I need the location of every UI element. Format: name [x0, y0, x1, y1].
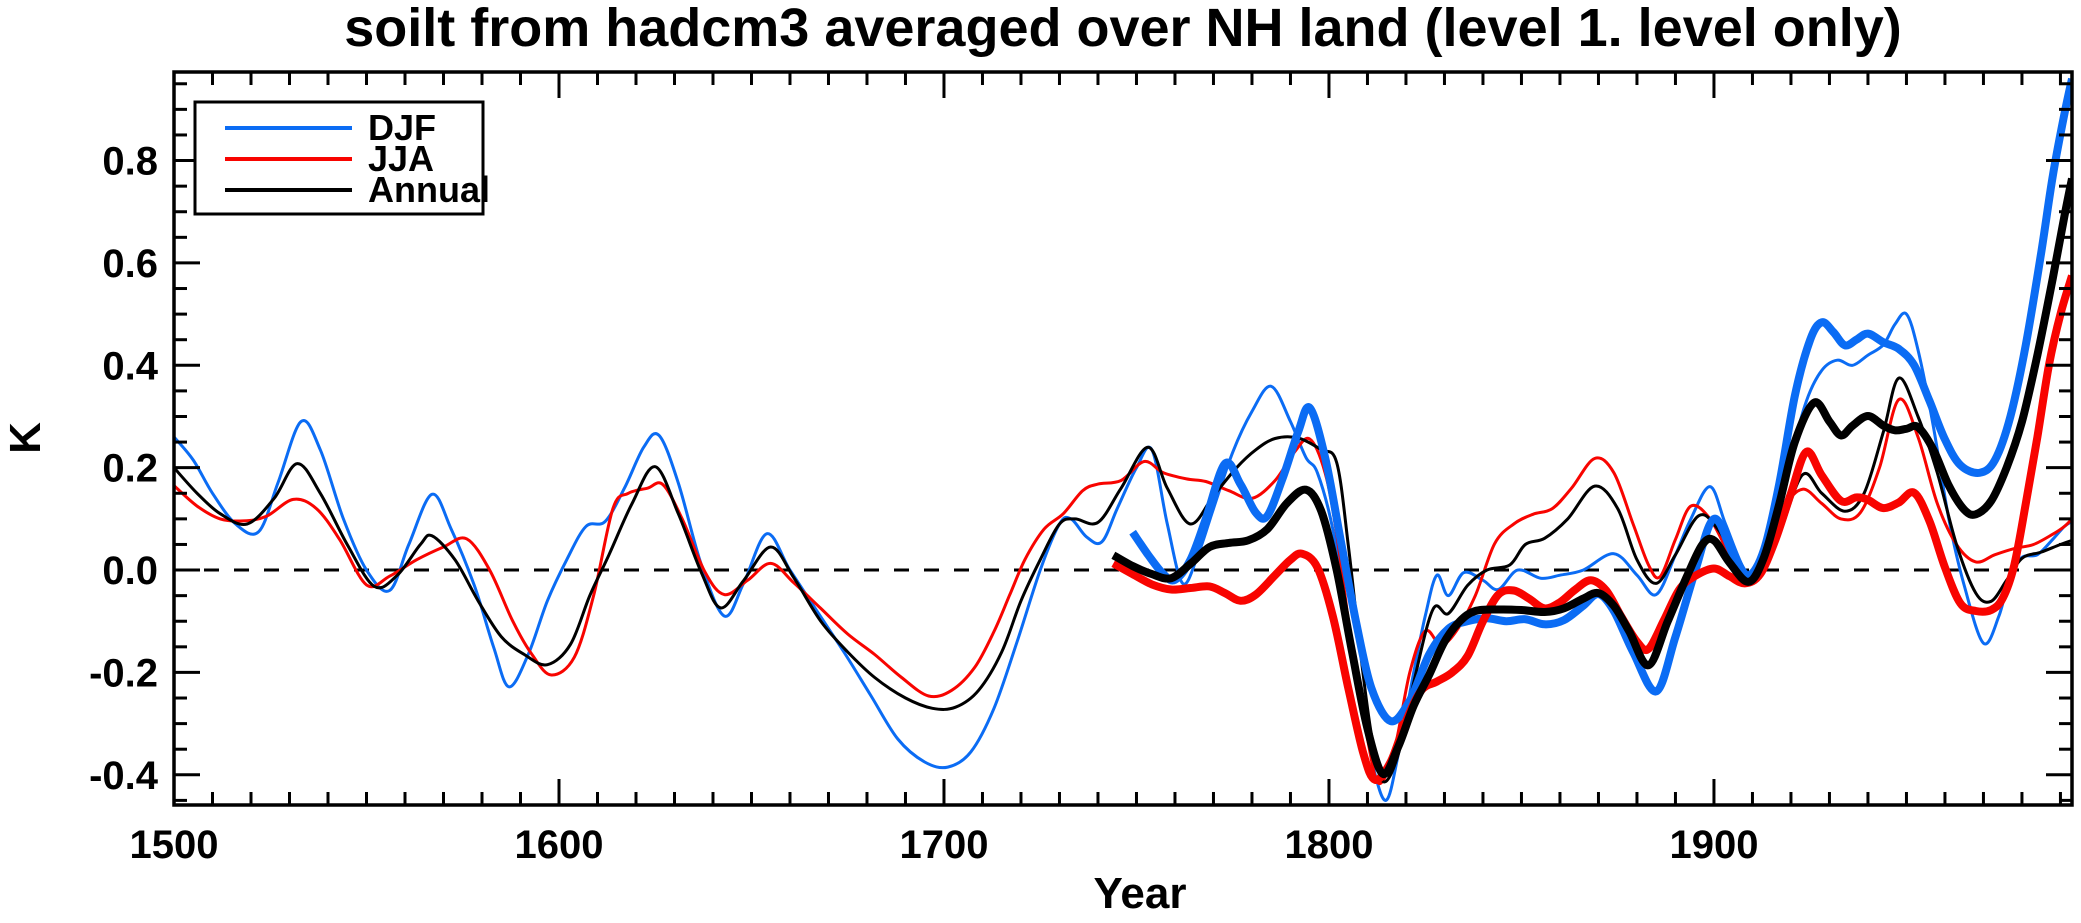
legend-label-DJF: DJF: [368, 107, 436, 148]
data-series-lines: [174, 77, 2072, 802]
chart-title: soilt from hadcm3 averaged over NH land …: [344, 0, 1902, 58]
y-tick-label: 0.0: [102, 549, 158, 593]
series-DJF-thin: [174, 311, 2072, 802]
x-tick-label: 1800: [1284, 823, 1373, 867]
y-tick-labels: -0.4 -0.2 0.0 0.2 0.4 0.6 0.8: [89, 140, 159, 798]
series-JJA-thick: [1111, 274, 2072, 784]
y-tick-label: -0.2: [89, 651, 158, 695]
x-tick-label: 1600: [514, 823, 603, 867]
legend-label-Annual: Annual: [368, 169, 490, 210]
series-Annual-thick: [1111, 177, 2072, 778]
y-tick-label: 0.4: [102, 344, 158, 388]
legend-label-JJA: JJA: [368, 138, 434, 179]
x-axis-label: Year: [1094, 869, 1187, 918]
plot-frame: [172, 70, 2074, 807]
x-tick-label: 1900: [1669, 823, 1758, 867]
y-tick-label: -0.4: [89, 754, 159, 798]
x-tick-labels: 1500 1600 1700 1800 1900: [130, 823, 1759, 867]
x-tick-label: 1700: [899, 823, 988, 867]
x-tick-label: 1500: [130, 823, 219, 867]
y-tick-label: 0.2: [102, 447, 158, 491]
y-tick-label: 0.8: [102, 140, 158, 184]
axis-ticks: [172, 72, 2072, 805]
frame-rect: [172, 70, 2074, 807]
y-axis-label: K: [1, 422, 50, 454]
y-tick-label: 0.6: [102, 242, 158, 286]
series-DJF-thick: [1129, 77, 2072, 726]
